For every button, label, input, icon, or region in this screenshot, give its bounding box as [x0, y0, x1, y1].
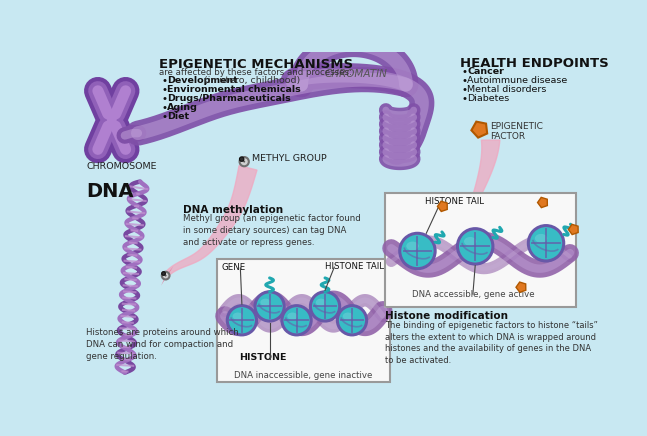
Text: DNA inaccessible, gene inactive: DNA inaccessible, gene inactive — [234, 371, 373, 380]
Ellipse shape — [287, 313, 298, 320]
Polygon shape — [161, 266, 173, 286]
Text: •: • — [161, 94, 167, 104]
Circle shape — [529, 225, 564, 261]
Text: •: • — [161, 76, 167, 86]
Circle shape — [255, 292, 284, 321]
Text: Methyl group (an epigenetic factor found
in some dietary sources) can tag DNA
an: Methyl group (an epigenetic factor found… — [182, 214, 360, 247]
Text: The binding of epigenetic factors to histone “tails”
alters the extent to which : The binding of epigenetic factors to his… — [385, 321, 598, 365]
Circle shape — [400, 233, 435, 269]
Circle shape — [282, 306, 311, 335]
Text: Diabetes: Diabetes — [468, 93, 510, 102]
Circle shape — [162, 272, 166, 276]
Text: Mental disorders: Mental disorders — [468, 85, 547, 94]
Text: •: • — [461, 76, 467, 86]
Text: Development: Development — [167, 76, 238, 85]
Text: Autoimmune disease: Autoimmune disease — [468, 76, 568, 85]
Circle shape — [162, 272, 170, 279]
Ellipse shape — [260, 299, 270, 306]
FancyBboxPatch shape — [385, 193, 576, 307]
Text: CHROMOSOME: CHROMOSOME — [86, 162, 157, 170]
Text: Aging: Aging — [167, 103, 198, 112]
Ellipse shape — [233, 313, 243, 320]
Text: DNA methylation: DNA methylation — [182, 205, 283, 215]
Text: EPIGENETIC
FACTOR: EPIGENETIC FACTOR — [490, 122, 543, 141]
Text: GENE: GENE — [221, 262, 245, 272]
Text: HISTONE TAIL: HISTONE TAIL — [325, 262, 384, 271]
Text: DNA accessible, gene active: DNA accessible, gene active — [411, 290, 534, 299]
Polygon shape — [164, 166, 257, 277]
Text: HISTONE TAIL: HISTONE TAIL — [425, 197, 484, 206]
Text: HISTONE: HISTONE — [239, 353, 287, 361]
Ellipse shape — [343, 313, 353, 320]
Ellipse shape — [464, 237, 476, 246]
Ellipse shape — [535, 234, 547, 243]
Text: •: • — [161, 103, 167, 113]
Text: Cancer: Cancer — [468, 67, 505, 76]
Text: Drugs/Pharmaceuticals: Drugs/Pharmaceuticals — [167, 94, 291, 103]
Text: •: • — [161, 112, 167, 122]
Text: METHYL GROUP: METHYL GROUP — [252, 154, 327, 163]
Text: •: • — [461, 85, 467, 95]
Circle shape — [239, 157, 249, 166]
Text: CHROMATIN: CHROMATIN — [325, 69, 388, 79]
Ellipse shape — [406, 242, 419, 250]
FancyBboxPatch shape — [217, 259, 391, 382]
Text: Histones are proteins around which
DNA can wind for compaction and
gene regulati: Histones are proteins around which DNA c… — [86, 328, 239, 361]
Text: EPIGENETIC MECHANISMS: EPIGENETIC MECHANISMS — [160, 58, 354, 72]
Circle shape — [311, 292, 340, 321]
Polygon shape — [469, 193, 481, 211]
Text: •: • — [461, 93, 467, 103]
Circle shape — [457, 228, 493, 264]
Text: are affected by these factors and processes:: are affected by these factors and proces… — [160, 68, 353, 78]
Text: Environmental chemicals: Environmental chemicals — [167, 85, 301, 94]
Polygon shape — [471, 140, 500, 204]
Text: (in utero, childhood): (in utero, childhood) — [201, 76, 301, 85]
Text: Diet: Diet — [167, 112, 190, 121]
Circle shape — [337, 306, 367, 335]
Text: DNA: DNA — [86, 182, 134, 201]
Circle shape — [239, 157, 244, 161]
Text: •: • — [161, 85, 167, 95]
Text: HEALTH ENDPOINTS: HEALTH ENDPOINTS — [460, 57, 609, 70]
Text: Histone modification: Histone modification — [385, 311, 508, 321]
Circle shape — [227, 306, 256, 335]
Ellipse shape — [316, 299, 326, 306]
Text: •: • — [461, 67, 467, 77]
